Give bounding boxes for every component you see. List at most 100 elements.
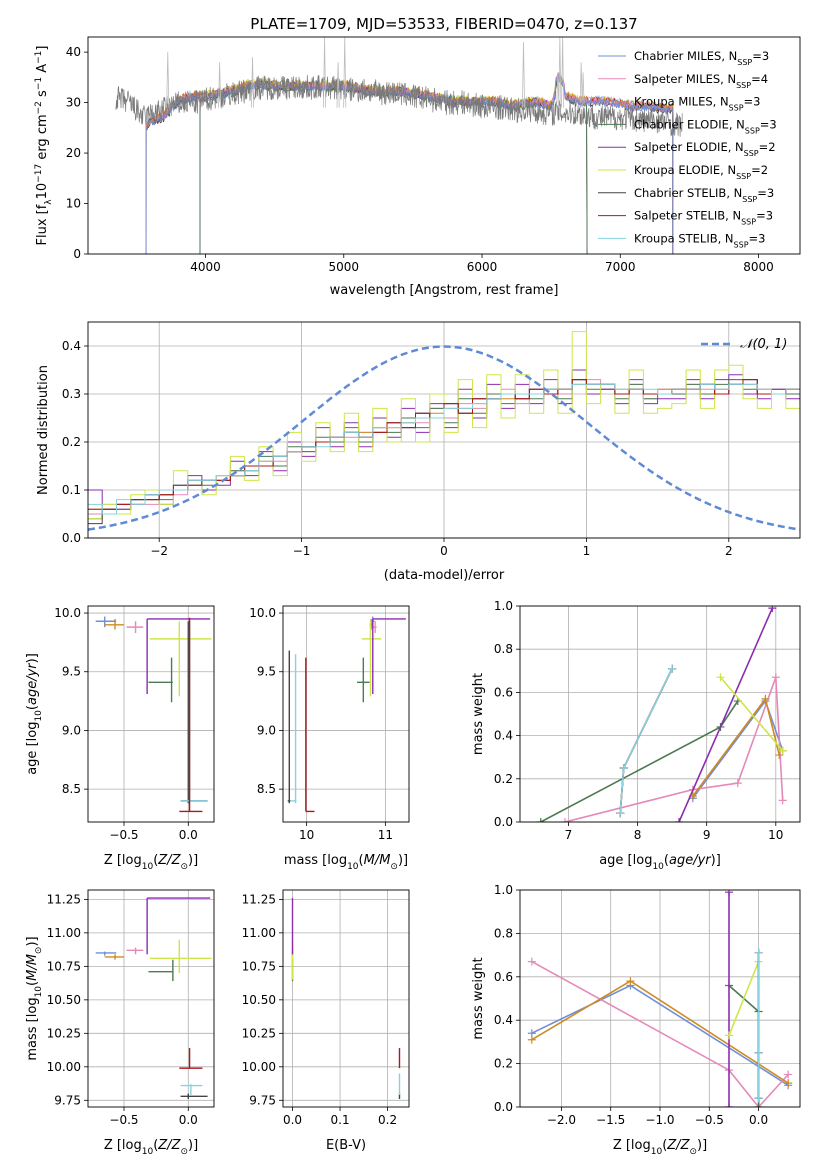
emission-line: [251, 57, 255, 108]
data-point: [290, 654, 297, 804]
axes-frame: [519, 605, 801, 823]
tick-label-y: 1.0: [494, 599, 513, 613]
legend-label: Salpeter ELODIE, NSSP=2: [634, 140, 776, 158]
label-part: (: [153, 1138, 158, 1153]
label-part: Salpeter MILES, N: [634, 72, 736, 86]
label-part: Z/Z: [157, 1138, 181, 1153]
emission-line: [556, 72, 560, 108]
label-part: =4: [751, 72, 768, 86]
x-axis-label: (data-model)/error: [384, 568, 505, 583]
axes-frame: [87, 321, 801, 539]
tick-label-x: 10: [299, 828, 314, 842]
tick-label-x: 8000: [743, 260, 774, 274]
axes-mass_vs_Z: −0.5 0.0 9.75 10.00 10.25 10.50 10.75 11.00 11.2…: [25, 889, 215, 1157]
axes-frame: [282, 605, 410, 823]
tick-label-y: 0.6: [494, 970, 513, 984]
tick-label-x: 7: [565, 828, 573, 842]
weight-line: [719, 676, 784, 752]
hist-series: [88, 379, 800, 515]
axes-frame: [87, 889, 215, 1108]
axes-weight_vs_Z: −2.0 −1.5 −1.0 −0.5 0.0 0.0 0.2 0.4 0.6 0.8 1.0 Z […: [471, 883, 801, 1157]
label-part: )]: [188, 853, 198, 868]
gaussian-curve: [88, 345, 800, 531]
tick-label-y: 10.0: [54, 606, 81, 620]
axes-age_vs_Z: −0.5 0.08.59.09.510.0Z [log10(Z/Z⊙)]age […: [25, 605, 215, 872]
label-part: Z/Z: [666, 1138, 690, 1153]
label-part: =2: [751, 163, 768, 177]
label-part: SSP: [744, 149, 759, 158]
label-part: M/M: [25, 954, 40, 981]
label-part: )]: [711, 853, 721, 868]
label-part: Z [log: [104, 853, 142, 868]
axes-frame: [282, 889, 410, 1108]
label-part: (: [662, 1138, 667, 1153]
tick-label-x: 10: [768, 828, 783, 842]
label-part: =3: [749, 231, 766, 245]
data-point: [146, 618, 211, 695]
tick-label-y: 1.0: [494, 883, 513, 897]
emission-line: [581, 72, 585, 108]
x-axis-label: age [log10(age/yr)]: [599, 853, 721, 872]
legend-label: Kroupa MILES, NSSP=3: [634, 95, 760, 113]
tick-label-x: −2.0: [547, 1113, 576, 1127]
label-part: 10: [652, 862, 664, 872]
weight-marker: [668, 664, 677, 673]
label-part: 10: [34, 986, 44, 998]
weight-marker: [754, 948, 763, 957]
label-part: 10: [142, 862, 154, 872]
label-part: SSP: [745, 126, 760, 135]
label-part: =3: [756, 209, 773, 223]
tick-label-y: 9.5: [62, 665, 81, 679]
y-axis-label: age [log10(age/yr)]: [25, 653, 44, 775]
weight-marker: [754, 1048, 763, 1057]
tick-label-x: −1.5: [596, 1113, 625, 1127]
data-point: [357, 657, 370, 703]
tick-label-x: −1: [293, 544, 311, 558]
figure-title: PLATE=1709, MJD=53533, FIBERID=0470, z=0…: [250, 15, 637, 33]
data-point: [287, 650, 291, 804]
hist-series: [88, 383, 800, 510]
label-part: age [log: [25, 722, 40, 775]
legend-label: Kroupa STELIB, NSSP=3: [634, 231, 765, 249]
weight-line: [619, 668, 673, 814]
data-spectrum: [115, 74, 683, 137]
label-part: ⊙: [34, 947, 44, 955]
tick-label-y: 0: [73, 247, 81, 261]
hist-series: [88, 383, 800, 515]
label-part: SSP: [741, 217, 756, 226]
label-part: )]: [188, 1138, 198, 1153]
label-part: Z [log: [104, 1138, 142, 1153]
label-part: Z [log: [613, 1138, 651, 1153]
label-part: SSP: [736, 80, 751, 89]
tick-label-x: −0.5: [109, 828, 138, 842]
data-point: [95, 951, 117, 956]
tick-label-y: 10.00: [242, 1060, 276, 1074]
emission-line: [521, 42, 526, 108]
tick-label-y: 0.8: [494, 642, 513, 656]
tick-label-x: 7000: [605, 260, 636, 274]
data-point: [126, 621, 144, 633]
weight-marker: [775, 751, 784, 760]
tick-label-y: 0.2: [62, 435, 81, 449]
tick-label-x: 0.1: [331, 1113, 350, 1127]
tick-label-x: −0.5: [109, 1113, 138, 1127]
tick-label-y: 11.00: [47, 926, 81, 940]
tick-label-y: 10.75: [242, 959, 276, 973]
axes-frame: [87, 36, 801, 255]
weight-marker: [619, 764, 628, 772]
tick-label-y: 0.0: [62, 531, 81, 545]
tick-label-x: 11: [378, 828, 393, 842]
tick-label-x: 6000: [467, 260, 498, 274]
emission-line: [579, 62, 583, 108]
label-part: age/yr: [25, 662, 40, 705]
x-axis-label: Z [log10(Z/Z⊙)]: [104, 1138, 198, 1157]
label-part: Kroupa MILES, N: [634, 95, 729, 109]
tick-label-y: 9.75: [54, 1093, 81, 1107]
weight-marker: [754, 1094, 763, 1103]
tick-label-y: 0.4: [62, 339, 81, 353]
data-point: [305, 657, 315, 813]
data-point: [179, 617, 203, 813]
tick-label-y: 0.0: [494, 1100, 513, 1114]
tick-label-y: 8.5: [62, 782, 81, 796]
